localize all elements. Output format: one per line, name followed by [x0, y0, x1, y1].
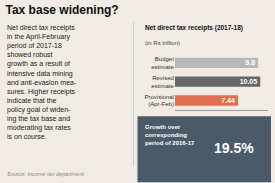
- svg-text:7.44: 7.44: [221, 97, 235, 104]
- svg-text:Net direct tax receipts (2017-: Net direct tax receipts (2017-18): [145, 24, 243, 32]
- svg-text:10.05: 10.05: [240, 78, 258, 85]
- svg-text:19.5%: 19.5%: [214, 140, 254, 156]
- svg-text:Net direct tax receiptsin the: Net direct tax receiptsin the April-Febr…: [7, 24, 77, 140]
- svg-text:Provisional(Apr-Feb): Provisional(Apr-Feb): [145, 94, 174, 108]
- svg-text:Budgetestimate: Budgetestimate: [151, 56, 174, 70]
- svg-text:Growth overcorrespondingperiod: Growth overcorrespondingperiod of 2016-1…: [145, 124, 195, 146]
- svg-text:Revisedestimate: Revisedestimate: [151, 75, 174, 89]
- svg-text:(in Rs trillion): (in Rs trillion): [145, 40, 180, 46]
- svg-text:9.8: 9.8: [245, 59, 255, 66]
- svg-text:Source: Income tax department: Source: Income tax department: [7, 171, 84, 177]
- svg-text:Tax base widening?: Tax base widening?: [6, 3, 119, 17]
